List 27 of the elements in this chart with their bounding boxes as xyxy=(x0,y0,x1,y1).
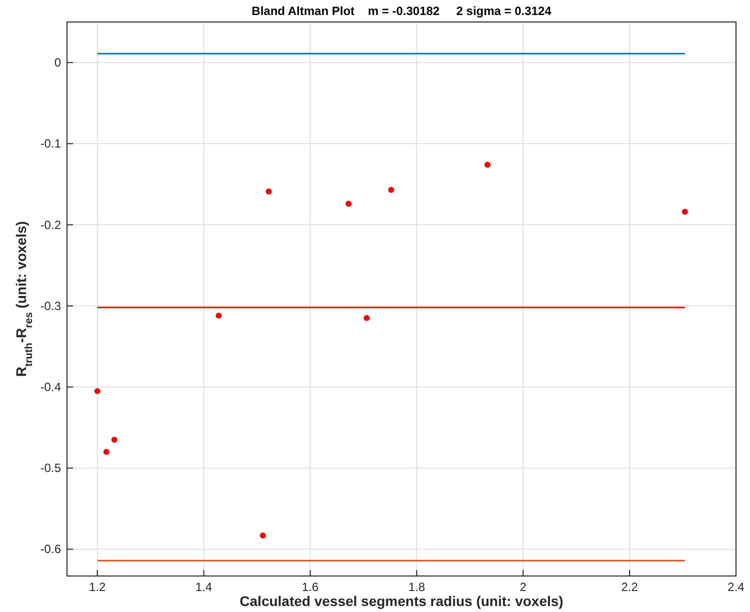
point xyxy=(103,448,110,455)
x-axis-title: Calculated vessel segments radius (unit: voxels) xyxy=(240,593,564,609)
point xyxy=(216,312,222,319)
x-tick-label: 1.8 xyxy=(408,580,426,594)
y-tick-label: 0 xyxy=(54,56,62,70)
x-tick-label: 1.4 xyxy=(195,580,212,594)
y-tick-label: -0.5 xyxy=(40,461,62,476)
y-tick-label: -0.2 xyxy=(40,218,62,232)
y-tick-label: -0.4 xyxy=(40,380,62,394)
point xyxy=(364,315,370,322)
point xyxy=(94,388,100,394)
x-tick-label: 1.6 xyxy=(302,580,319,594)
y-tick-label: -0.3 xyxy=(40,298,62,313)
y-tick-label: -0.1 xyxy=(40,136,62,151)
chart-title: Bland Altman Plot m = -0.30182 2 sigma = 0.3124 xyxy=(252,4,552,18)
point xyxy=(266,188,272,195)
x-tick-label: 2 xyxy=(520,580,527,594)
point xyxy=(346,200,352,207)
y-tick-label: -0.6 xyxy=(40,542,62,556)
point xyxy=(111,436,118,443)
point xyxy=(484,162,490,168)
point xyxy=(388,186,394,193)
x-tick-label: 2.4 xyxy=(728,580,745,594)
point xyxy=(682,208,688,215)
point xyxy=(260,532,266,538)
x-tick-label: 2.2 xyxy=(621,580,638,594)
x-tick-label: 1.2 xyxy=(88,580,106,594)
